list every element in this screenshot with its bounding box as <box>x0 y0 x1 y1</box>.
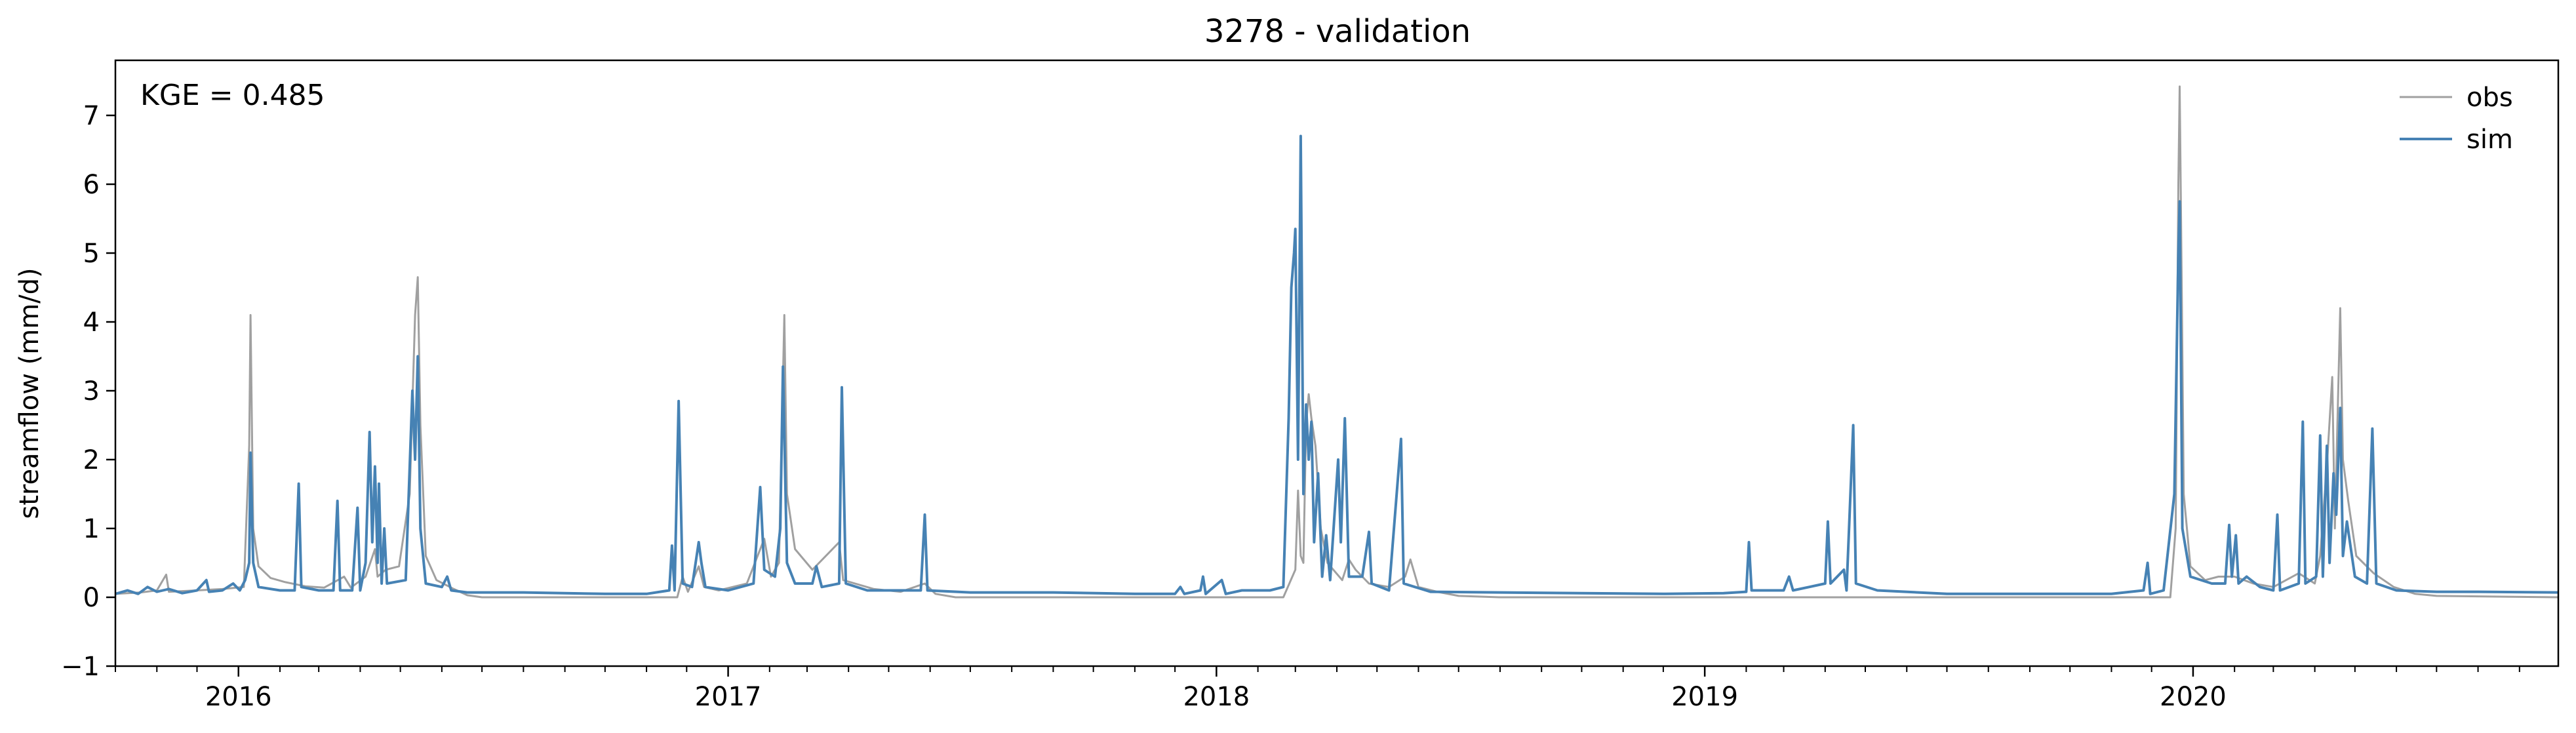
y-axis-title: streamflow (mm/d) <box>14 267 45 519</box>
legend-label-sim: sim <box>2467 125 2513 155</box>
y-tick-label: 6 <box>83 170 100 200</box>
plot-frame <box>114 59 2560 667</box>
x-tick-label: 2020 <box>2160 682 2227 712</box>
y-tick-label: 2 <box>83 445 100 475</box>
series-line-sim <box>115 134 2558 595</box>
series-layer <box>115 85 2558 599</box>
y-tick-label: 0 <box>83 583 100 613</box>
x-axis: 2016 2017 2018 2019 2020 <box>115 666 2520 712</box>
y-tick-label: 1 <box>83 514 100 544</box>
y-axis: −1 0 1 2 3 4 5 6 7 <box>61 101 115 682</box>
x-tick-label: 2018 <box>1183 682 1250 712</box>
chart-title: 3278 - validation <box>1204 13 1471 50</box>
legend: obs sim <box>2400 83 2513 155</box>
y-tick-label: 7 <box>83 101 100 131</box>
y-tick-label: 4 <box>83 307 100 338</box>
legend-label-obs: obs <box>2467 83 2513 113</box>
y-tick-label: 3 <box>83 376 100 406</box>
x-tick-label: 2019 <box>1671 682 1738 712</box>
y-tick-label: 5 <box>83 239 100 269</box>
x-tick-label: 2016 <box>205 682 272 712</box>
kge-annotation: KGE = 0.485 <box>140 79 325 112</box>
x-tick-label: 2017 <box>695 682 762 712</box>
y-tick-label: −1 <box>61 652 100 682</box>
